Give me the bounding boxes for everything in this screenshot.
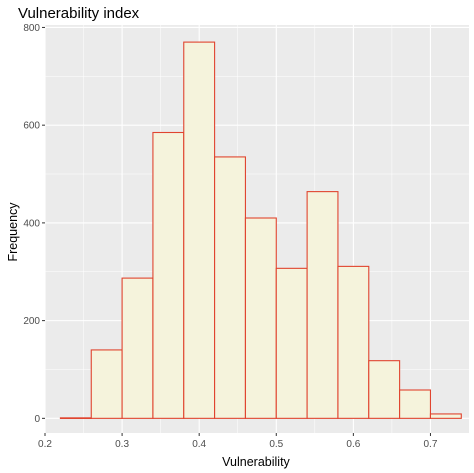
y-tick-label: 400: [23, 218, 40, 229]
x-tick-label: 0.2: [38, 439, 52, 450]
x-tick-label: 0.6: [346, 439, 360, 450]
histogram-bar: [337, 265, 370, 419]
histogram-bar: [368, 360, 401, 419]
x-axis-title: Vulnerability: [222, 455, 290, 469]
histogram-bar: [429, 413, 462, 419]
x-tick-label: 0.4: [192, 439, 206, 450]
x-tick-label: 0.3: [115, 439, 129, 450]
histogram-bar: [183, 41, 216, 419]
histogram-bar: [121, 277, 154, 419]
histogram-bar: [152, 131, 185, 419]
histogram-bar: [90, 349, 123, 419]
x-axis: 0.2 0.3 0.4 0.5 0.6 0.7: [38, 433, 438, 450]
x-tick-label: 0.7: [424, 439, 438, 450]
histogram-bar: [306, 191, 339, 419]
histogram-bar: [275, 267, 308, 419]
chart-title: Vulnerability index: [18, 5, 140, 22]
y-axis-title: Frequency: [6, 202, 20, 262]
y-tick-label: 200: [23, 316, 40, 327]
y-tick-label: 800: [23, 23, 40, 34]
histogram-bar: [399, 389, 432, 419]
histogram-bars: [59, 41, 462, 420]
y-axis: 0 200 400 600 800: [23, 23, 45, 425]
y-tick-label: 600: [23, 121, 40, 132]
histogram-bar: [59, 417, 92, 420]
histogram-bar: [214, 156, 246, 419]
histogram-bar: [244, 217, 277, 419]
x-tick-label: 0.5: [269, 439, 283, 450]
y-tick-label: 0: [34, 414, 40, 425]
